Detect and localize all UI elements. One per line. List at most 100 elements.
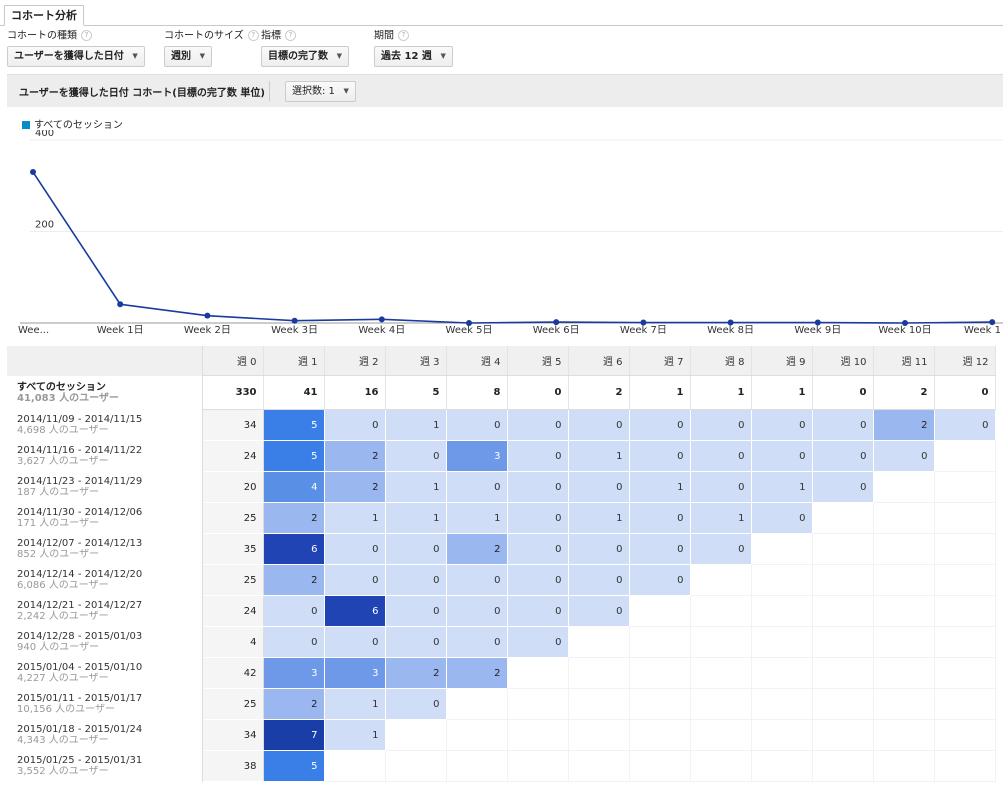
cohort-cell[interactable]: 1 — [323, 719, 386, 751]
cohort-cell[interactable]: 0 — [384, 626, 447, 658]
cohort-cell[interactable]: 0 — [384, 688, 447, 720]
cohort-cell[interactable]: 0 — [384, 595, 447, 627]
cohort-cell[interactable]: 0 — [384, 440, 447, 472]
cohort-cell[interactable]: 0 — [567, 595, 630, 627]
chart-legend[interactable]: すべてのセッション — [22, 116, 123, 131]
cohort-cell[interactable]: 0 — [262, 626, 325, 658]
cohort-cell[interactable]: 0 — [506, 502, 569, 534]
cohort-cell[interactable]: 0 — [506, 440, 569, 472]
cohort-cell[interactable]: 0 — [567, 564, 630, 596]
cohort-cell[interactable]: 0 — [811, 409, 874, 441]
cohort-cell[interactable]: 0 — [323, 626, 386, 658]
cohort-cell[interactable]: 2 — [262, 688, 325, 720]
cohort-cell[interactable]: 0 — [628, 564, 691, 596]
cohort-cell[interactable]: 6 — [323, 595, 386, 627]
cohort-cell[interactable]: 1 — [323, 502, 386, 534]
table-row[interactable]: 2014/11/23 - 2014/11/29 187 人のユーザー 20 4 2 1 0 0… — [7, 471, 996, 503]
cohort-cell[interactable]: 5 — [262, 750, 325, 782]
cohort-type-dropdown[interactable]: ユーザーを獲得した日付 ▼ — [7, 46, 145, 67]
cohort-cell[interactable]: 0 — [689, 409, 752, 441]
selection-dropdown[interactable]: 選択数: 1 ▼ — [285, 81, 356, 102]
help-icon[interactable]: ? — [81, 30, 92, 41]
cohort-cell[interactable]: 0 — [933, 409, 996, 441]
cohort-cell[interactable]: 0 — [445, 409, 508, 441]
cohort-cell[interactable]: 0 — [384, 533, 447, 565]
help-icon[interactable]: ? — [285, 30, 296, 41]
cohort-cell[interactable]: 1 — [384, 502, 447, 534]
cohort-cell[interactable]: 0 — [628, 440, 691, 472]
help-icon[interactable]: ? — [398, 30, 409, 41]
cohort-cell[interactable]: 1 — [689, 502, 752, 534]
table-row[interactable]: 2014/12/28 - 2015/01/03 940 人のユーザー 4 0 0 0 0 0 — [7, 626, 996, 658]
table-row[interactable]: 2015/01/25 - 2015/01/31 3,552 人のユーザー 38 5 — [7, 750, 996, 782]
help-icon[interactable]: ? — [247, 30, 259, 41]
cohort-cell[interactable]: 0 — [567, 409, 630, 441]
cohort-cell[interactable]: 1 — [628, 471, 691, 503]
tab-cohort-analysis[interactable]: コホート分析 — [4, 5, 84, 26]
cohort-cell[interactable]: 2 — [262, 564, 325, 596]
cohort-cell[interactable]: 0 — [445, 471, 508, 503]
cohort-cell[interactable]: 0 — [506, 409, 569, 441]
cohort-cell[interactable]: 0 — [628, 502, 691, 534]
cohort-cell[interactable]: 3 — [445, 440, 508, 472]
table-row[interactable]: 2014/12/21 - 2014/12/27 2,242 人のユーザー 24 0 6 0… — [7, 595, 996, 627]
cohort-cell[interactable]: 0 — [323, 533, 386, 565]
cohort-cell[interactable]: 0 — [445, 564, 508, 596]
cohort-cell[interactable]: 0 — [811, 440, 874, 472]
table-row[interactable]: 2015/01/18 - 2015/01/24 4,343 人のユーザー 34 7 1 — [7, 719, 996, 751]
cohort-cell[interactable]: 0 — [750, 440, 813, 472]
cohort-cell[interactable]: 0 — [445, 626, 508, 658]
cohort-cell[interactable]: 0 — [323, 564, 386, 596]
cohort-cell[interactable]: 2 — [384, 657, 447, 689]
cohort-cell[interactable]: 0 — [628, 409, 691, 441]
cohort-cell[interactable]: 2 — [262, 502, 325, 534]
table-row[interactable]: 2014/11/30 - 2014/12/06 171 人のユーザー 25 2 1 1 1 0… — [7, 502, 996, 534]
cohort-cell[interactable]: 1 — [750, 471, 813, 503]
table-row[interactable]: 2014/11/16 - 2014/11/22 3,627 人のユーザー 24 5 2 0… — [7, 440, 996, 472]
cohort-cell[interactable]: 0 — [506, 626, 569, 658]
cohort-cell[interactable]: 6 — [262, 533, 325, 565]
cohort-cell[interactable]: 3 — [262, 657, 325, 689]
cohort-cell[interactable]: 0 — [628, 533, 691, 565]
cohort-cell[interactable]: 1 — [384, 409, 447, 441]
cohort-cell[interactable]: 5 — [262, 440, 325, 472]
cohort-cell[interactable]: 0 — [811, 471, 874, 503]
cohort-cell[interactable]: 1 — [567, 502, 630, 534]
cohort-cell[interactable]: 7 — [262, 719, 325, 751]
cohort-cell[interactable]: 0 — [567, 471, 630, 503]
cohort-cell[interactable]: 1 — [384, 471, 447, 503]
table-row[interactable]: 2015/01/04 - 2015/01/10 4,227 人のユーザー 42 3 3 2… — [7, 657, 996, 689]
cohort-cell[interactable]: 1 — [567, 440, 630, 472]
cohort-cell[interactable]: 0 — [506, 533, 569, 565]
cohort-cell[interactable]: 1 — [445, 502, 508, 534]
cohort-cell[interactable]: 0 — [506, 595, 569, 627]
table-row[interactable]: 2015/01/11 - 2015/01/17 10,156 人のユーザー 25 2 1… — [7, 688, 996, 720]
metric-dropdown[interactable]: 目標の完了数 ▼ — [261, 46, 349, 67]
cohort-cell[interactable]: 4 — [262, 471, 325, 503]
table-row[interactable]: 2014/12/14 - 2014/12/20 6,086 人のユーザー 25 2 0 0… — [7, 564, 996, 596]
cohort-cell[interactable]: 2 — [323, 440, 386, 472]
cohort-cell[interactable]: 0 — [750, 502, 813, 534]
cohort-cell[interactable]: 0 — [506, 564, 569, 596]
cohort-size-dropdown[interactable]: 週別 ▼ — [164, 46, 212, 67]
cohort-cell[interactable]: 0 — [567, 533, 630, 565]
cohort-cell[interactable]: 1 — [323, 688, 386, 720]
cohort-cell[interactable]: 0 — [506, 471, 569, 503]
cohort-cell[interactable]: 2 — [445, 657, 508, 689]
cohort-cell[interactable]: 0 — [262, 595, 325, 627]
table-row[interactable]: 2014/11/09 - 2014/11/15 4,698 人のユーザー 34 5 0 1… — [7, 409, 996, 441]
cohort-cell[interactable]: 2 — [323, 471, 386, 503]
cohort-cell[interactable]: 0 — [750, 409, 813, 441]
cohort-cell[interactable]: 2 — [872, 409, 935, 441]
cohort-cell[interactable]: 0 — [323, 409, 386, 441]
table-row[interactable]: 2014/12/07 - 2014/12/13 852 人のユーザー 35 6 0 0 2 0… — [7, 533, 996, 565]
cohort-cell[interactable]: 0 — [689, 471, 752, 503]
cohort-cell[interactable]: 0 — [689, 533, 752, 565]
cohort-cell[interactable]: 0 — [872, 440, 935, 472]
cohort-cell[interactable]: 0 — [384, 564, 447, 596]
cohort-cell[interactable]: 2 — [445, 533, 508, 565]
period-dropdown[interactable]: 過去 12 週 ▼ — [374, 46, 453, 67]
cohort-cell[interactable]: 0 — [689, 440, 752, 472]
cohort-cell[interactable]: 5 — [262, 409, 325, 441]
cohort-cell[interactable]: 3 — [323, 657, 386, 689]
